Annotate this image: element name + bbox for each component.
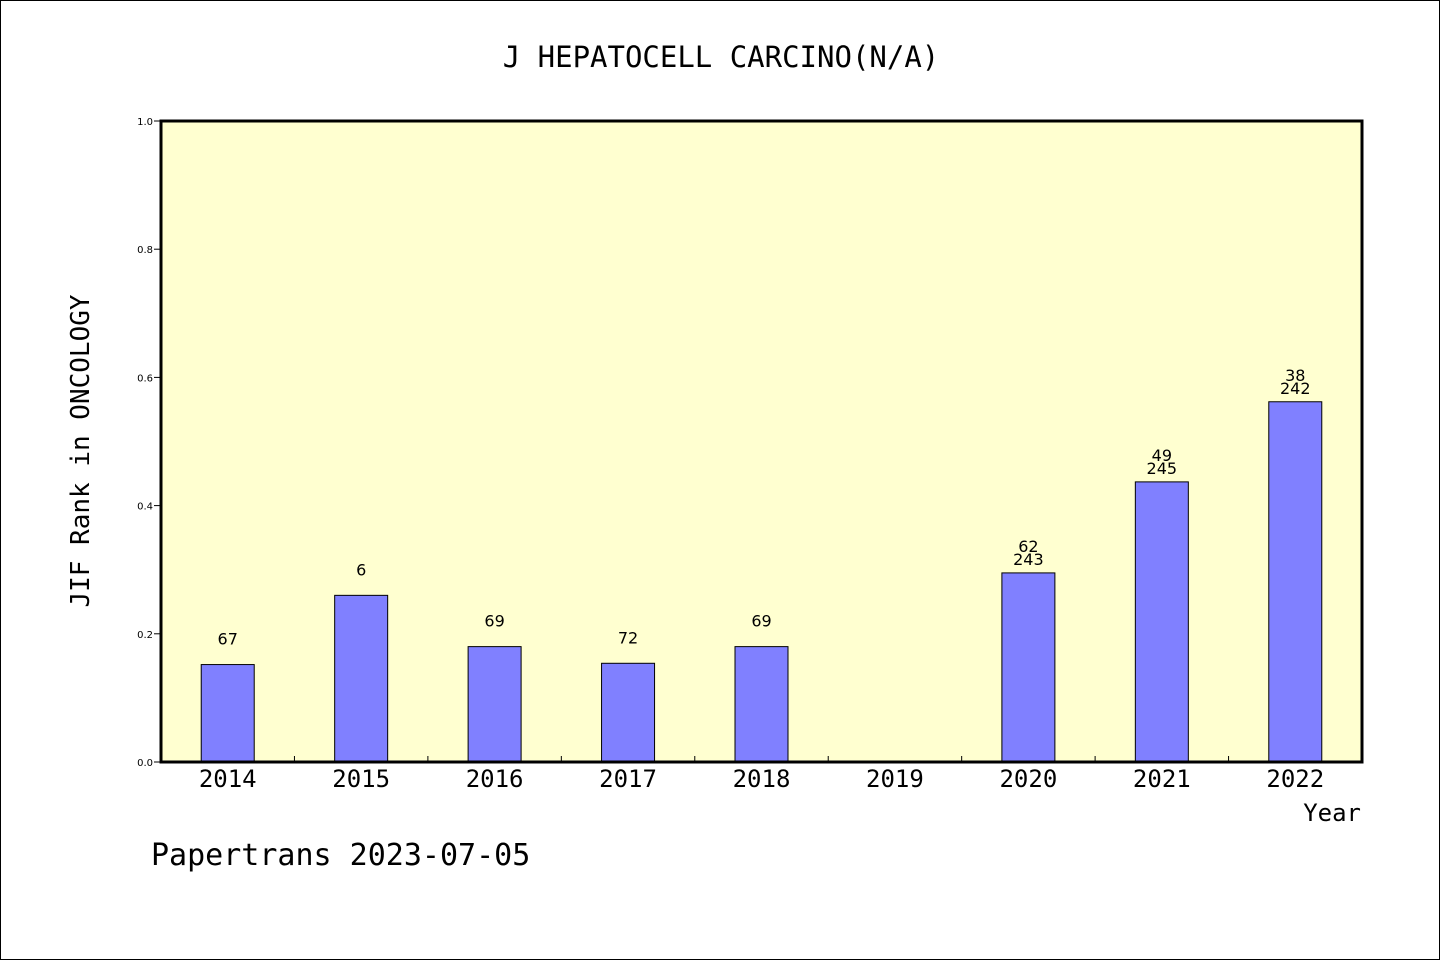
data-label-2021-1: 245 bbox=[1147, 459, 1178, 478]
bars-group bbox=[200, 401, 1323, 763]
bar-2018 bbox=[734, 646, 789, 763]
data-label-2017-0: 72 bbox=[618, 628, 638, 647]
x-tick-label-2020: 2020 bbox=[999, 765, 1057, 793]
data-label-2022-1: 242 bbox=[1280, 379, 1311, 398]
x-tick-label-2021: 2021 bbox=[1133, 765, 1191, 793]
bar-2021 bbox=[1134, 481, 1189, 763]
bar-2017 bbox=[601, 662, 656, 763]
bar-2016 bbox=[467, 646, 522, 763]
x-tick-label-2022: 2022 bbox=[1266, 765, 1324, 793]
bar-2015 bbox=[334, 594, 389, 763]
x-tick-label-2018: 2018 bbox=[733, 765, 791, 793]
data-label-2015-0: 6 bbox=[356, 560, 366, 579]
footer-credit: Papertrans 2023-07-05 bbox=[151, 838, 530, 873]
data-label-2021-0: 49 bbox=[1152, 446, 1172, 465]
y-axis-label: JIF Rank in ONCOLOGY bbox=[66, 294, 96, 607]
y-tick-label-0.2: 0.2 bbox=[137, 630, 153, 641]
chart-title: J HEPATOCELL CARCINO(N/A) bbox=[503, 40, 940, 74]
data-label-2020-0: 62 bbox=[1018, 537, 1038, 556]
bar-2022 bbox=[1268, 401, 1323, 763]
x-tick-label-2019: 2019 bbox=[866, 765, 924, 793]
data-label-2016-0: 69 bbox=[484, 612, 504, 631]
data-label-2018-0: 69 bbox=[751, 612, 771, 631]
x-tick-label-2014: 2014 bbox=[199, 765, 257, 793]
data-label-2020-1: 243 bbox=[1013, 550, 1044, 569]
y-tick-label-0.4: 0.4 bbox=[137, 502, 153, 513]
y-tick-label-0.6: 0.6 bbox=[137, 373, 153, 384]
bar-2014 bbox=[200, 664, 255, 763]
plot-frame bbox=[159, 119, 1364, 764]
y-tick-label-1.0: 1.0 bbox=[137, 117, 153, 128]
data-label-2022-0: 38 bbox=[1285, 366, 1305, 385]
y-tick-label-0.8: 0.8 bbox=[137, 245, 153, 256]
bar-2020 bbox=[1001, 572, 1056, 763]
axes-group: 2014 2015 2016 2017 2018 2019 2020 2021 2022 0.0 0… bbox=[137, 117, 1364, 793]
data-label-2014-0: 67 bbox=[218, 630, 238, 649]
x-tick-label-2017: 2017 bbox=[599, 765, 657, 793]
x-tick-label-2015: 2015 bbox=[332, 765, 390, 793]
y-tick-label-0.0: 0.0 bbox=[137, 758, 153, 769]
x-tick-label-2016: 2016 bbox=[466, 765, 524, 793]
x-axis-label: Year bbox=[1303, 799, 1361, 827]
